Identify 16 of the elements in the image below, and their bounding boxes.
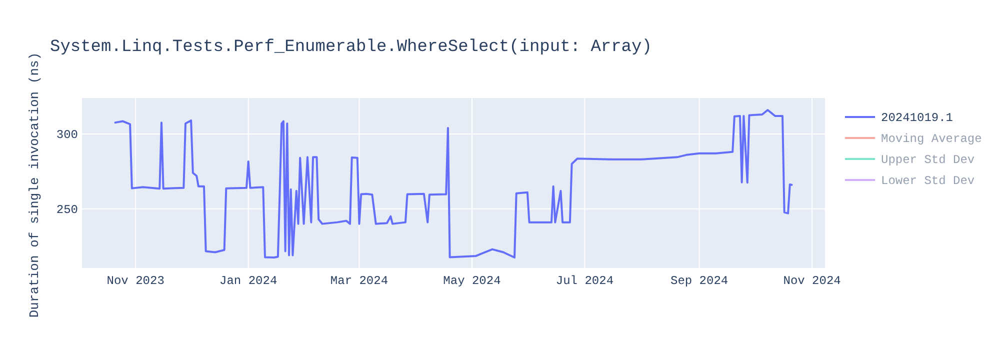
legend-label: Lower Std Dev xyxy=(881,174,975,188)
x-tick-label: Nov 2023 xyxy=(106,274,164,288)
x-tick-label: Mar 2024 xyxy=(330,274,388,288)
chart-title: System.Linq.Tests.Perf_Enumerable.WhereSelect(input: Array) xyxy=(50,38,652,57)
legend-label: Upper Std Dev xyxy=(881,153,975,167)
y-axis-title: Duration of single invocation (ns) xyxy=(27,52,42,318)
y-tick-label: 250 xyxy=(56,202,78,217)
x-tick-label: Jul 2024 xyxy=(556,274,614,288)
x-tick-label: Nov 2024 xyxy=(783,274,841,288)
x-tick-label: Jan 2024 xyxy=(220,274,278,288)
x-tick-label: May 2024 xyxy=(443,274,501,288)
x-tick-label: Sep 2024 xyxy=(670,274,728,288)
legend-label: Moving Average xyxy=(881,132,982,146)
y-tick-label: 300 xyxy=(56,128,78,142)
legend-label: 20241019.1 xyxy=(881,111,954,125)
line-series xyxy=(114,108,793,259)
